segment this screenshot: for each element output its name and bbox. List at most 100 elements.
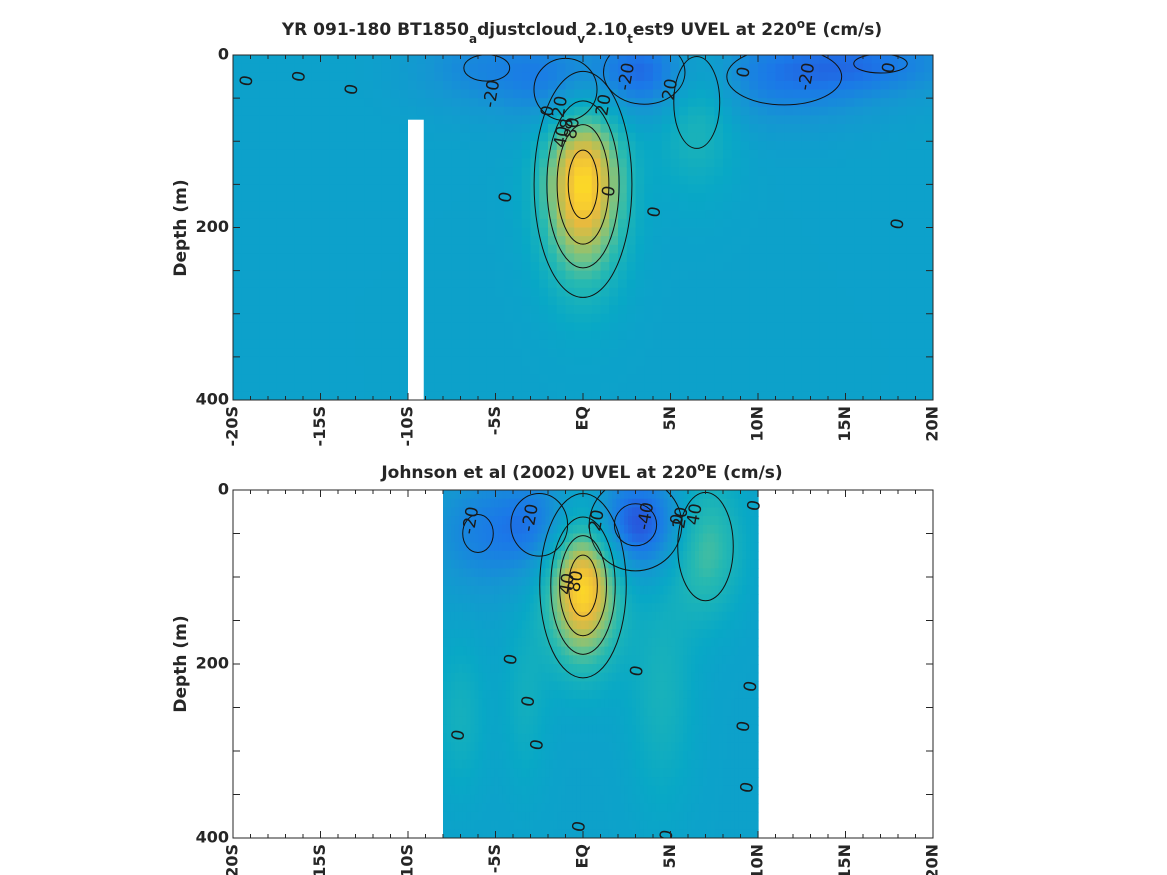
field-cell [525,724,531,735]
field-cell [758,184,768,194]
field-cell [259,132,269,142]
field-cell [355,115,365,125]
contour-label: 20 [592,93,615,118]
field-cell [549,620,554,630]
field-cell [303,193,313,203]
field-cell [688,244,698,254]
field-cell [836,382,847,392]
field-cell [311,227,322,237]
field-cell [863,236,873,246]
field-cell [390,227,400,237]
field-cell [836,262,847,272]
field-cell [784,80,794,91]
field-cell [705,72,715,82]
field-cell [311,331,322,341]
field-cell [470,664,476,674]
field-cell [311,63,322,73]
field-cell [451,244,462,254]
field-cell [801,287,812,298]
field-cell [495,175,505,185]
contour-label: 0 [644,205,666,219]
field-cell [443,106,453,116]
field-cell [425,193,435,203]
field-cell [486,365,497,375]
field-cell [525,550,531,561]
field-cell [584,768,590,778]
field-cell [618,382,628,392]
field-cell [320,141,330,151]
field-cell [609,106,619,116]
field-cell [346,98,357,108]
field-cell [513,490,519,500]
field-cell [766,356,777,367]
field-cell [556,106,567,116]
field-cell [871,391,882,400]
field-cell [504,218,514,229]
field-cell [434,382,444,392]
field-cell [478,603,483,613]
field-cell [504,382,514,392]
field-cell [294,72,304,82]
field-cell [233,374,243,384]
field-cell [276,98,287,108]
field-cell [889,365,899,375]
field-cell [596,620,602,630]
field-cell [450,664,456,674]
field-cell [618,356,628,367]
field-cell [696,115,707,125]
field-cell [276,201,287,211]
field-cell [469,262,479,272]
field-cell [425,348,435,358]
field-cell [490,655,495,665]
field-cell [241,296,252,306]
field-cell [513,542,519,552]
field-cell [495,227,505,237]
field-cell [460,210,470,220]
field-cell [513,115,523,125]
field-cell [311,98,322,108]
field-cell [320,124,330,134]
field-cell [553,542,558,552]
field-cell [618,331,628,341]
field-cell [609,184,619,194]
field-cell [294,210,304,220]
field-cell [670,72,680,82]
field-cell [793,262,803,272]
field-cell [557,672,562,682]
field-cell [241,262,252,272]
field-cell [863,382,873,392]
field-cell [338,227,348,237]
field-cell [537,611,543,622]
field-cell [553,785,558,796]
field-cell [766,124,777,134]
field-cell [443,356,453,367]
field-cell [661,55,672,65]
field-cell [924,106,933,116]
field-cell [498,733,503,743]
field-cell [250,339,260,349]
field-cell [766,348,777,358]
field-cell [915,193,925,203]
field-cell [810,322,820,332]
field-cell [285,63,295,73]
field-cell [241,356,252,367]
field-cell [521,115,532,125]
field-cell [425,296,435,306]
field-cell [285,253,295,263]
field-cell [548,270,558,280]
field-cell [696,270,707,280]
field-cell [294,339,304,349]
field-cell [863,339,873,349]
field-cell [498,646,503,656]
field-cell [529,794,535,804]
field-cell [443,236,453,246]
field-cell [600,227,610,237]
field-cell [425,201,435,211]
field-cell [557,751,562,761]
field-cell [588,785,594,796]
field-cell [740,115,750,125]
field-cell [600,829,606,838]
field-cell [276,124,287,134]
field-cell [346,72,357,82]
field-cell [521,201,532,211]
